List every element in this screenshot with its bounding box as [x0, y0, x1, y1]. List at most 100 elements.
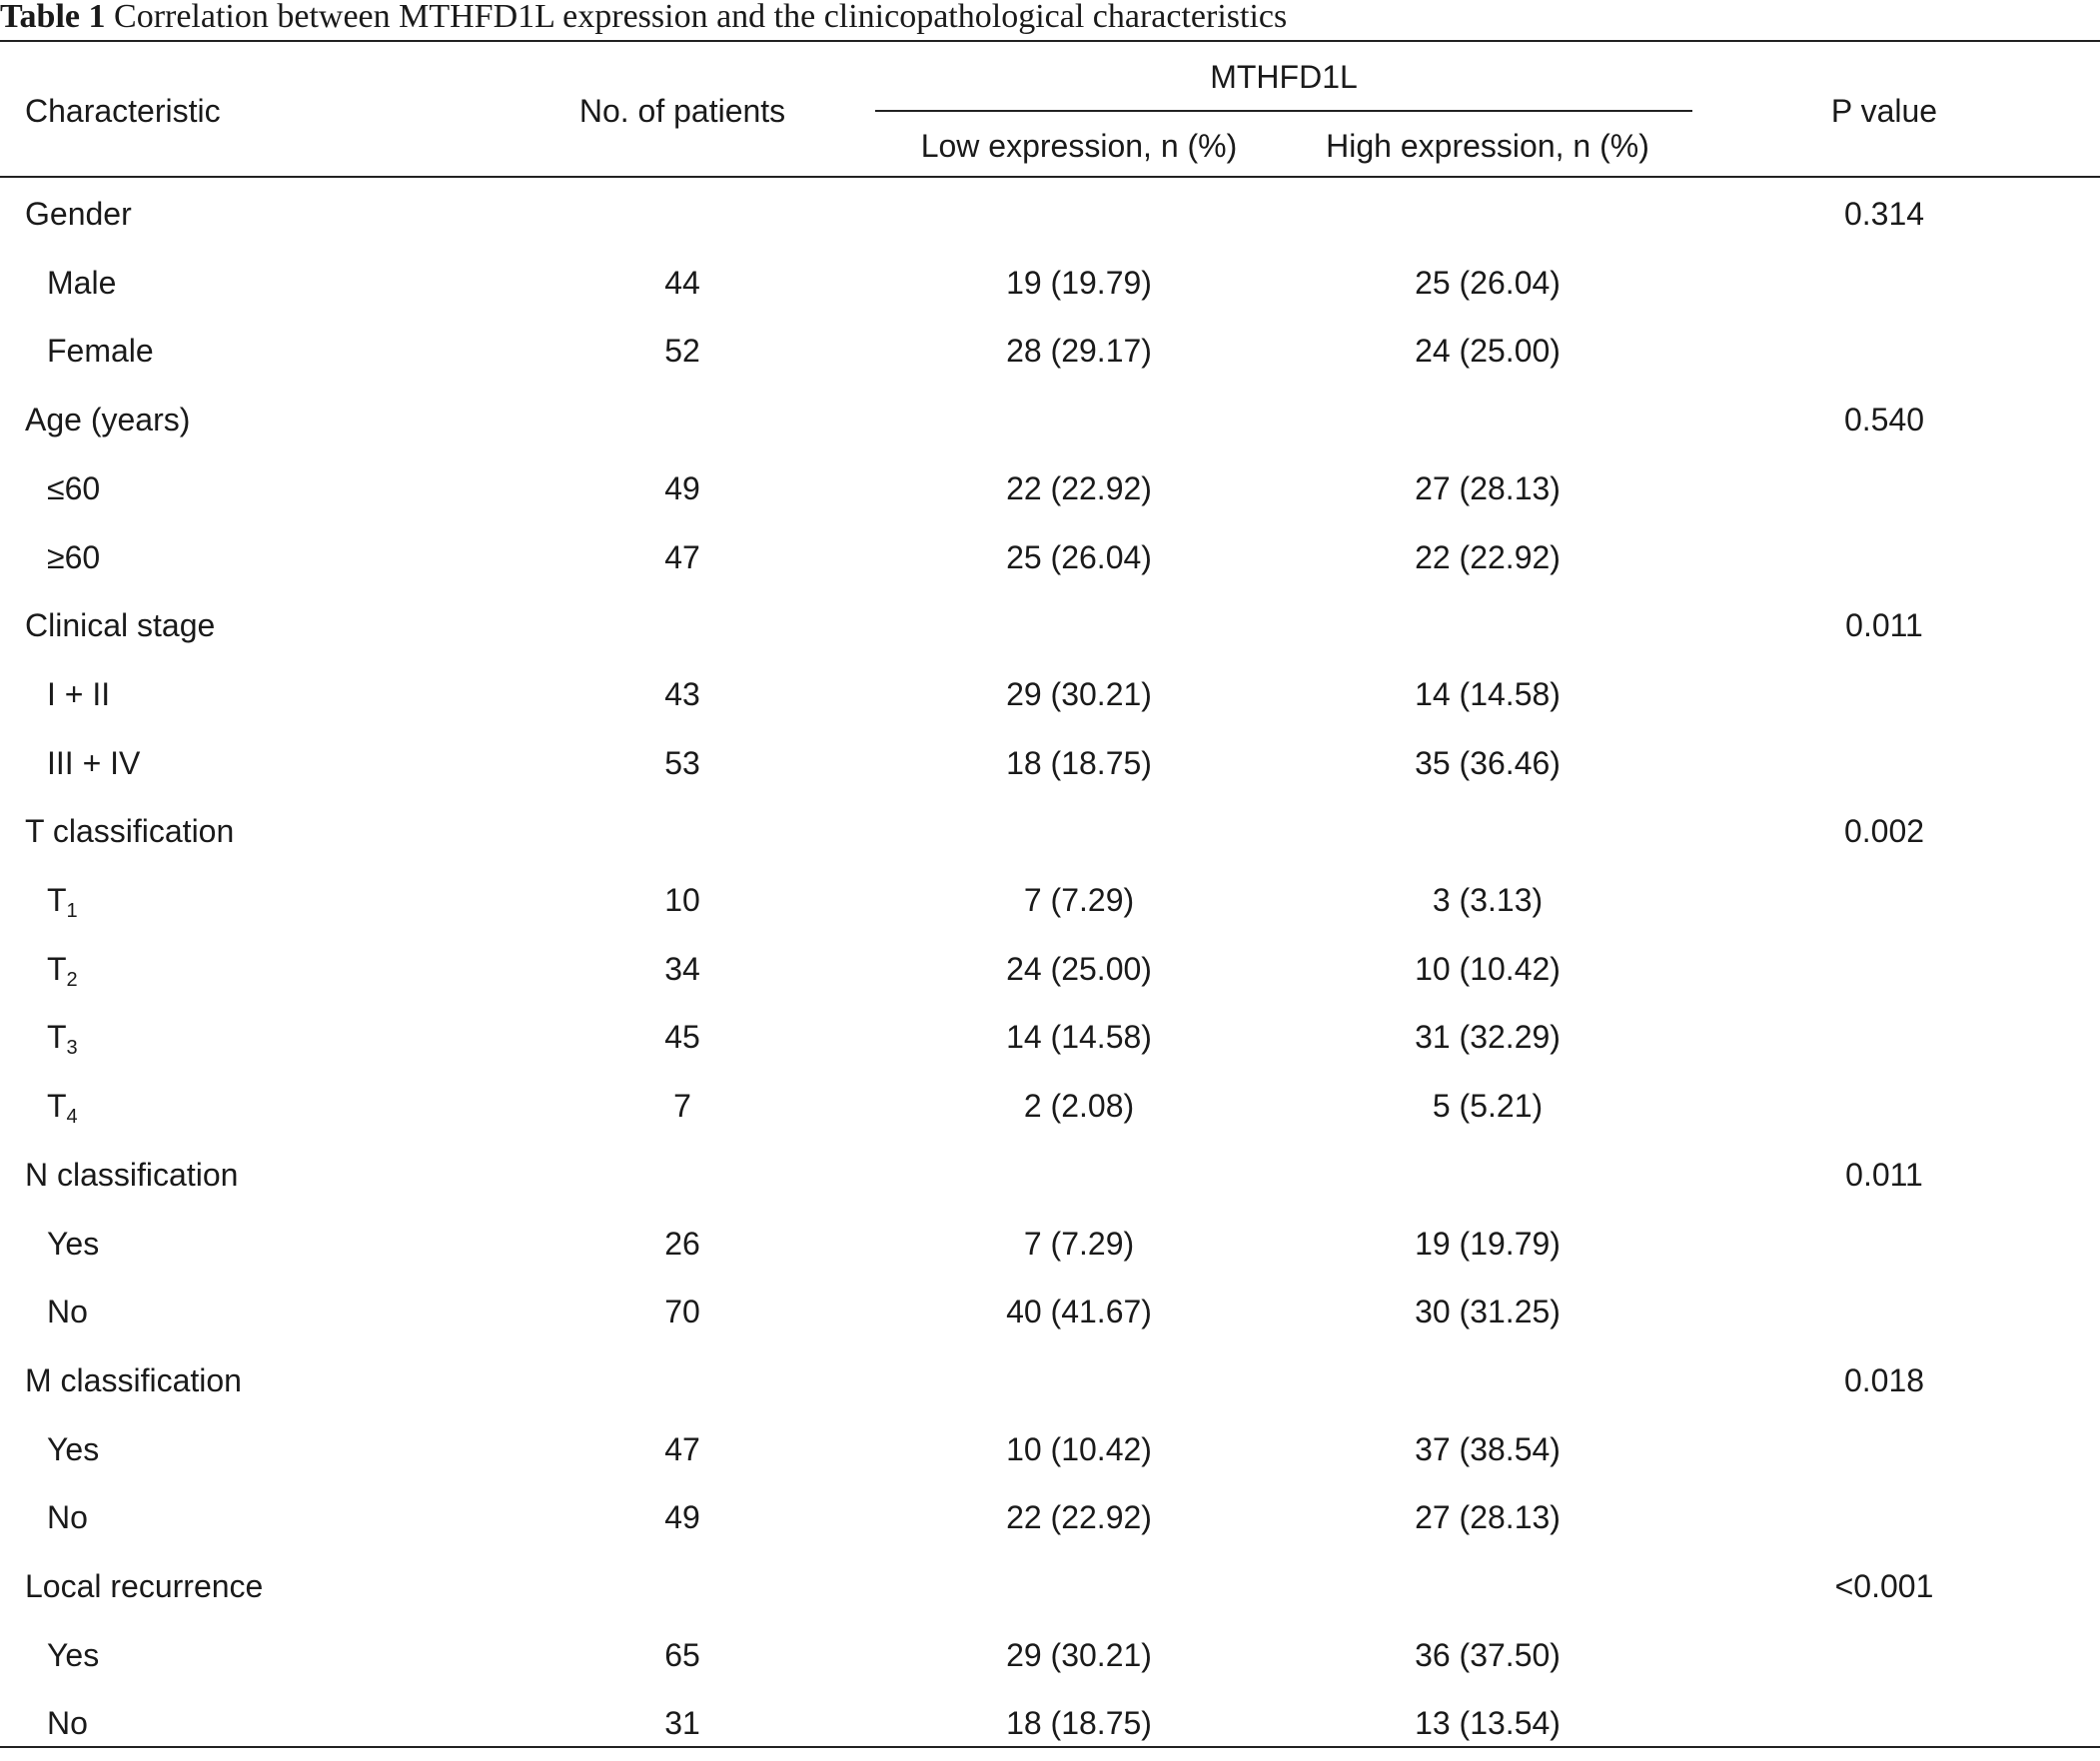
- category-p-value: 0.002: [1843, 813, 1925, 849]
- high-expression-cell: 30 (31.25): [1415, 1294, 1561, 1329]
- high-expression-cell: 19 (19.79): [1415, 1226, 1561, 1262]
- low-expression-cell: 29 (30.21): [1006, 676, 1152, 712]
- row-label-text: I + II: [47, 676, 111, 712]
- patients-cell: 31: [664, 1705, 700, 1741]
- high-expression-cell: 35 (36.46): [1415, 745, 1561, 781]
- row-label: No: [47, 1704, 88, 1742]
- row-label-text: Yes: [47, 1431, 100, 1467]
- row-label-text: T: [47, 1088, 67, 1124]
- patients-cell: 53: [664, 745, 700, 781]
- low-expression-cell: 28 (29.17): [1006, 333, 1152, 369]
- row-label: T1: [47, 881, 78, 922]
- row-label-text: No: [47, 1294, 88, 1329]
- high-expression-cell: 24 (25.00): [1415, 333, 1561, 369]
- row-label-text: ≤60: [47, 470, 101, 506]
- low-expression-cell: 40 (41.67): [1006, 1294, 1152, 1329]
- header-no-of-patients: No. of patients: [578, 93, 786, 129]
- high-expression-cell: 27 (28.13): [1415, 1499, 1561, 1535]
- header-p-value: P value: [1830, 93, 1938, 129]
- row-label: T2: [47, 950, 78, 991]
- row-label: I + II: [47, 675, 110, 713]
- patients-cell: 49: [664, 470, 700, 506]
- row-label-subscript: 3: [66, 1037, 78, 1059]
- low-expression-cell: 18 (18.75): [1006, 745, 1152, 781]
- row-label-text: T: [47, 951, 67, 987]
- row-label-text: Yes: [47, 1637, 100, 1673]
- high-expression-cell: 3 (3.13): [1432, 882, 1544, 918]
- category-label: T classification: [25, 813, 235, 849]
- row-label-text: No: [47, 1705, 88, 1741]
- row-label-text: No: [47, 1499, 88, 1535]
- header-high-expression: High expression, n (%): [1326, 128, 1649, 164]
- category-p-value: 0.540: [1843, 402, 1925, 438]
- low-expression-cell: 19 (19.79): [1006, 265, 1152, 301]
- patients-cell: 10: [664, 882, 700, 918]
- high-expression-cell: 27 (28.13): [1415, 470, 1561, 506]
- patients-cell: 65: [664, 1637, 700, 1673]
- header-characteristic: Characteristic: [25, 93, 221, 129]
- category-p-value: 0.011: [1845, 607, 1923, 643]
- low-expression-cell: 7 (7.29): [1023, 882, 1135, 918]
- high-expression-cell: 10 (10.42): [1415, 951, 1561, 987]
- high-expression-cell: 31 (32.29): [1415, 1019, 1561, 1055]
- table-caption-label: Table 1: [0, 0, 106, 35]
- row-label: III + IV: [47, 744, 140, 782]
- table-bottom-rule: [0, 1746, 2100, 1748]
- category-label: M classification: [25, 1362, 242, 1398]
- header-low-expression: Low expression, n (%): [920, 128, 1238, 164]
- category-p-value: 0.018: [1843, 1362, 1925, 1398]
- row-label-text: Female: [47, 333, 154, 369]
- row-label: No: [47, 1293, 88, 1330]
- category-p-value: 0.011: [1845, 1157, 1923, 1193]
- row-label: ≤60: [47, 469, 100, 507]
- table-header-rule: [0, 176, 2100, 178]
- low-expression-cell: 25 (26.04): [1006, 539, 1152, 575]
- category-p-value: <0.001: [1834, 1568, 1934, 1604]
- high-expression-cell: 13 (13.54): [1415, 1705, 1561, 1741]
- row-label: T3: [47, 1018, 78, 1059]
- category-label: Clinical stage: [25, 607, 216, 643]
- high-expression-cell: 36 (37.50): [1415, 1637, 1561, 1673]
- row-label: Yes: [47, 1430, 99, 1468]
- patients-cell: 47: [664, 1431, 700, 1467]
- row-label: No: [47, 1498, 88, 1536]
- high-expression-cell: 5 (5.21): [1432, 1088, 1544, 1124]
- low-expression-cell: 29 (30.21): [1006, 1637, 1152, 1673]
- low-expression-cell: 22 (22.92): [1006, 1499, 1152, 1535]
- low-expression-cell: 14 (14.58): [1006, 1019, 1152, 1055]
- high-expression-cell: 22 (22.92): [1415, 539, 1561, 575]
- patients-cell: 45: [664, 1019, 700, 1055]
- row-label-subscript: 2: [66, 969, 78, 991]
- table-caption: Table 1 Correlation between MTHFD1L expr…: [0, 0, 1287, 34]
- row-label-text: T: [47, 882, 67, 918]
- row-label: Yes: [47, 1225, 99, 1263]
- row-label: ≥60: [47, 538, 100, 576]
- patients-cell: 70: [664, 1294, 700, 1329]
- row-label: Female: [47, 332, 154, 370]
- row-label: Male: [47, 264, 116, 302]
- row-label-text: ≥60: [47, 539, 101, 575]
- category-label: Gender: [25, 196, 132, 232]
- low-expression-cell: 2 (2.08): [1023, 1088, 1135, 1124]
- patients-cell: 49: [664, 1499, 700, 1535]
- patients-cell: 47: [664, 539, 700, 575]
- category-label: N classification: [25, 1157, 239, 1193]
- low-expression-cell: 18 (18.75): [1006, 1705, 1152, 1741]
- high-expression-cell: 25 (26.04): [1415, 265, 1561, 301]
- row-label-subscript: 1: [66, 900, 78, 922]
- low-expression-cell: 22 (22.92): [1006, 470, 1152, 506]
- low-expression-cell: 7 (7.29): [1023, 1226, 1135, 1262]
- category-label: Age (years): [25, 402, 191, 438]
- patients-cell: 44: [664, 265, 700, 301]
- row-label-text: Male: [47, 265, 117, 301]
- mthfd1l-group-rule: [875, 110, 1692, 112]
- patients-cell: 43: [664, 676, 700, 712]
- row-label-subscript: 4: [66, 1106, 78, 1128]
- category-label: Local recurrence: [25, 1568, 264, 1604]
- row-label-text: Yes: [47, 1226, 100, 1262]
- high-expression-cell: 14 (14.58): [1415, 676, 1561, 712]
- low-expression-cell: 24 (25.00): [1006, 951, 1152, 987]
- row-label-text: III + IV: [47, 745, 141, 781]
- row-label: T4: [47, 1087, 78, 1128]
- patients-cell: 26: [664, 1226, 700, 1262]
